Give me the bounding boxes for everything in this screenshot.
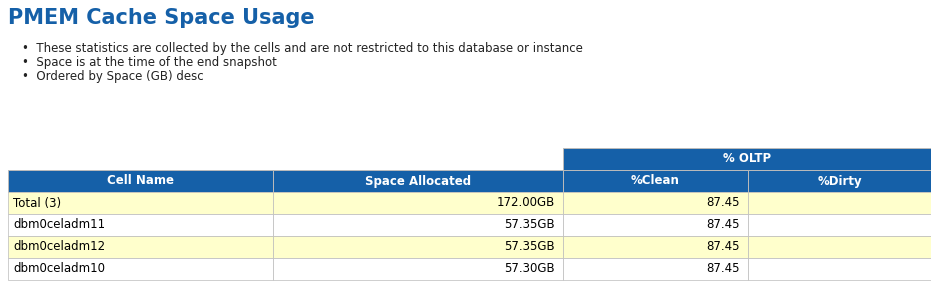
- Text: 57.35GB: 57.35GB: [505, 241, 555, 253]
- Text: 87.45: 87.45: [707, 241, 740, 253]
- Bar: [273, 170, 563, 192]
- Text: % OLTP: % OLTP: [723, 152, 771, 166]
- Text: 87.45: 87.45: [707, 196, 740, 210]
- Bar: [563, 236, 748, 258]
- Bar: [748, 170, 931, 192]
- Text: 172.00GB: 172.00GB: [497, 196, 555, 210]
- Text: PMEM Cache Space Usage: PMEM Cache Space Usage: [8, 8, 315, 28]
- Bar: [8, 170, 273, 192]
- Text: 57.35GB: 57.35GB: [505, 219, 555, 231]
- Bar: [563, 214, 748, 236]
- Text: 87.45: 87.45: [707, 219, 740, 231]
- Bar: [8, 236, 273, 258]
- Text: dbm0celadm11: dbm0celadm11: [13, 219, 105, 231]
- Bar: [273, 192, 563, 214]
- Bar: [563, 170, 748, 192]
- Bar: [748, 214, 931, 236]
- Bar: [273, 214, 563, 236]
- Text: Cell Name: Cell Name: [107, 174, 174, 188]
- Bar: [8, 192, 273, 214]
- Bar: [8, 258, 273, 280]
- Text: dbm0celadm10: dbm0celadm10: [13, 263, 105, 275]
- Bar: [748, 192, 931, 214]
- Bar: [563, 148, 931, 170]
- Text: %Dirty: %Dirty: [817, 174, 862, 188]
- Bar: [748, 258, 931, 280]
- Text: %Clean: %Clean: [631, 174, 680, 188]
- Text: •  Space is at the time of the end snapshot: • Space is at the time of the end snapsh…: [22, 56, 277, 69]
- Text: dbm0celadm12: dbm0celadm12: [13, 241, 105, 253]
- Text: •  These statistics are collected by the cells and are not restricted to this da: • These statistics are collected by the …: [22, 42, 583, 55]
- Text: Space Allocated: Space Allocated: [365, 174, 471, 188]
- Text: Total (3): Total (3): [13, 196, 61, 210]
- Bar: [273, 236, 563, 258]
- Bar: [563, 192, 748, 214]
- Bar: [8, 214, 273, 236]
- Bar: [748, 236, 931, 258]
- Text: •  Ordered by Space (GB) desc: • Ordered by Space (GB) desc: [22, 70, 204, 83]
- Bar: [273, 258, 563, 280]
- Text: 87.45: 87.45: [707, 263, 740, 275]
- Bar: [563, 258, 748, 280]
- Text: 57.30GB: 57.30GB: [505, 263, 555, 275]
